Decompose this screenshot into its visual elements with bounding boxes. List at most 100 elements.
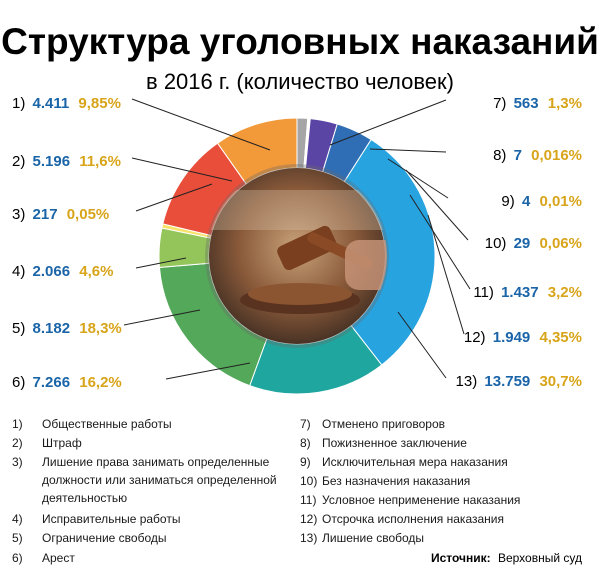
callout-12: 12) 1.949 4,35% [464,329,582,346]
callout-5-value: 8.182 [33,320,71,337]
legend-9-label: Исключительная мера наказания [322,455,508,469]
callout-2-value: 5.196 [33,153,71,170]
callout-7-value: 563 [514,95,539,112]
legend-4-label: Исправительные работы [42,512,180,526]
callout-13-value: 13.759 [484,373,530,390]
callout-7: 7) 563 1,3% [493,95,582,112]
legend-10-label: Без назначения наказания [322,474,470,488]
legend-item-9: 9) Исключительная мера наказания [300,455,508,469]
legend-3-label-line-2: должности или заниматься определенной [42,473,277,487]
legend-left: 1) Общественные работы 2) Штраф 3) Лишен… [12,417,277,565]
callout-1: 1) 4.411 9,85% [12,95,121,112]
leader-10 [405,169,469,241]
callout-9-value: 4 [522,193,531,210]
callout-11-value: 1.437 [501,284,539,301]
legend-7-label: Отменено приговоров [322,417,445,431]
callout-3-value: 217 [33,206,58,223]
legend-3-index: 3) [12,455,23,469]
callout-13-index: 13) [456,373,478,390]
legend-7-index: 7) [300,417,311,431]
legend-1-label: Общественные работы [42,417,172,431]
callout-12-value: 1.949 [493,329,531,346]
legend-5-index: 5) [12,531,23,545]
callout-7-percent: 1,3% [548,95,582,112]
leader-5 [123,309,201,326]
callout-4-value: 2.066 [33,263,71,280]
leader-6 [165,362,251,380]
leader-9 [387,158,449,199]
callout-8-value: 7 [514,147,522,164]
legend-5-label: Ограничение свободы [42,531,166,545]
legend-9-index: 9) [300,455,311,469]
legend-1-index: 1) [12,417,23,431]
callout-3-index: 3) [12,206,25,223]
gavel-image [205,164,389,348]
legend-item-10: 10) Без назначения наказания [300,474,470,488]
callout-9-index: 9) [501,193,514,210]
leader-3 [135,183,213,212]
callout-8-index: 8) [493,147,506,164]
callout-10-index: 10) [485,235,507,252]
legend-item-8: 8) Пожизненное заключение [300,436,467,450]
source-note: Источник: Верховный суд [431,551,582,565]
leader-8 [369,148,447,153]
leader-2 [131,157,233,182]
callout-4-index: 4) [12,263,25,280]
legend-3-label-line-3: деятельностью [42,491,127,505]
legend-item-1: 1) Общественные работы [12,417,172,431]
legend-4-index: 4) [12,512,23,526]
legend-6-label: Арест [42,551,75,565]
legend-8-index: 8) [300,436,311,450]
callout-4-percent: 4,6% [79,263,113,280]
legend-item-5: 5) Ограничение свободы [12,531,166,545]
callout-3: 3) 217 0,05% [12,206,109,223]
callout-13: 13) 13.759 30,7% [456,373,582,390]
callout-12-index: 12) [464,329,486,346]
legend-13-index: 13) [300,531,317,545]
legend-item-2: 2) Штраф [12,436,82,450]
callout-2: 2) 5.196 11,6% [12,153,121,170]
legend-3-label-line-1: Лишение права занимать определенные [42,455,270,469]
leader-4 [135,257,187,269]
legend-11-index: 11) [300,493,316,507]
callout-6-percent: 16,2% [79,374,122,391]
callout-5: 5) 8.182 18,3% [12,320,122,337]
callout-10-percent: 0,06% [539,235,582,252]
callout-11-index: 11) [473,284,494,301]
legend-13-label: Лишение свободы [322,531,424,545]
leader-7 [329,99,447,146]
callout-10-value: 29 [514,235,531,252]
callout-10: 10) 29 0,06% [485,235,582,252]
callout-8: 8) 7 0,016% [493,147,582,164]
chart-title: Структура уголовных наказаний [1,21,599,62]
callouts-left: 1) 4.411 9,85% 2) 5.196 11,6% 3) 217 0,0… [12,95,122,391]
callout-9-percent: 0,01% [539,193,582,210]
callout-5-index: 5) [12,320,25,337]
callout-4: 4) 2.066 4,6% [12,263,113,280]
legend-item-7: 7) Отменено приговоров [300,417,445,431]
legend-item-11: 11) Условное неприменение наказания [300,493,520,507]
callout-5-percent: 18,3% [79,320,122,337]
callout-9: 9) 4 0,01% [501,193,582,210]
callout-11: 11) 1.437 3,2% [473,284,582,301]
callout-11-percent: 3,2% [548,284,582,301]
legend-item-12: 12) Отсрочка исполнения наказания [300,512,504,526]
legend-item-4: 4) Исправительные работы [12,512,180,526]
legend-6-index: 6) [12,551,23,565]
source-value: Верховный суд [498,551,582,565]
leader-11 [409,194,471,290]
chart-subtitle: в 2016 г. (количество человек) [146,69,454,94]
legend-12-label: Отсрочка исполнения наказания [322,512,504,526]
leader-13 [397,311,447,379]
legend-item-6: 6) Арест [12,551,75,565]
leader-12 [427,214,465,335]
legend-item-13: 13) Лишение свободы [300,531,424,545]
callout-7-index: 7) [493,95,506,112]
legend-right: 7) Отменено приговоров 8) Пожизненное за… [300,417,520,545]
callout-12-percent: 4,35% [539,329,582,346]
legend-10-index: 10) [300,474,317,488]
callout-13-percent: 30,7% [539,373,582,390]
leader-1 [131,98,271,151]
callout-leaders [123,98,471,380]
source-label: Источник: [431,551,491,565]
